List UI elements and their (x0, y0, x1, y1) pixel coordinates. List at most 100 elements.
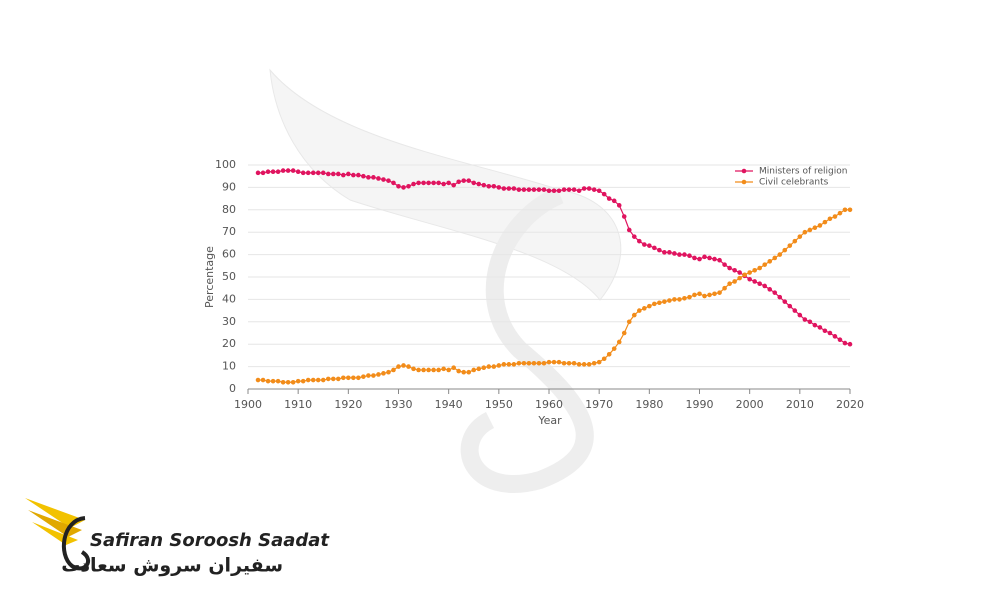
data-point (586, 186, 592, 191)
data-point (421, 180, 426, 186)
y-tick-label: 50 (222, 270, 236, 283)
data-point (516, 360, 522, 366)
x-tick-label: 1950 (485, 398, 513, 411)
data-point (320, 377, 326, 383)
data-point (366, 175, 371, 180)
x-tick-label: 2000 (736, 398, 764, 411)
data-point (576, 188, 582, 194)
data-point (461, 178, 467, 183)
data-point (310, 377, 316, 383)
data-point (336, 376, 341, 382)
data-point (782, 299, 788, 304)
data-point (637, 238, 642, 244)
data-point (511, 186, 517, 191)
data-point (536, 360, 542, 366)
data-point (667, 298, 672, 303)
data-point (817, 325, 823, 330)
data-point (551, 359, 557, 365)
data-point (596, 188, 602, 194)
data-point (822, 219, 828, 225)
data-point (290, 379, 296, 385)
data-point (351, 172, 356, 178)
legend-label: Civil celebrants (759, 178, 829, 188)
data-point (476, 366, 482, 372)
data-point (466, 369, 472, 375)
data-point (591, 360, 597, 366)
data-point (330, 376, 336, 382)
data-point (411, 181, 416, 187)
data-point (712, 291, 717, 297)
data-point (431, 180, 436, 186)
data-point (541, 187, 547, 192)
data-point (275, 169, 281, 175)
data-point (626, 319, 632, 325)
data-point (637, 308, 642, 313)
y-tick-label: 60 (222, 248, 236, 261)
data-point (822, 328, 828, 334)
data-point (606, 196, 612, 201)
data-point (551, 188, 557, 194)
data-point (486, 183, 492, 189)
data-point (772, 290, 778, 295)
data-point (606, 351, 612, 357)
logo: Safiran Soroosh Saadat سفیران سروش سعادت (25, 498, 330, 577)
x-tick-label: 1910 (284, 398, 312, 411)
data-point (295, 378, 301, 384)
data-point (541, 360, 547, 366)
y-tick-label: 10 (222, 360, 236, 373)
y-tick-label: 30 (222, 315, 236, 328)
data-point (652, 245, 657, 251)
data-point (501, 186, 507, 191)
data-point (506, 186, 512, 191)
data-point (521, 360, 527, 366)
data-point (265, 169, 271, 175)
data-point (396, 364, 401, 369)
data-point (682, 252, 687, 257)
data-point (406, 364, 411, 369)
data-point (732, 279, 737, 284)
data-point (727, 265, 732, 271)
data-point (471, 367, 477, 373)
data-point (767, 259, 773, 264)
data-point (300, 170, 306, 176)
data-point (491, 364, 497, 369)
data-point (416, 367, 421, 373)
data-point (762, 262, 768, 267)
data-point (596, 359, 602, 365)
data-point (722, 285, 727, 291)
data-point (496, 363, 502, 368)
data-point (361, 173, 366, 179)
data-point (692, 255, 697, 261)
data-point (346, 375, 351, 381)
data-point (481, 182, 487, 188)
data-point (847, 341, 853, 347)
data-point (536, 187, 542, 192)
x-tick-label: 1970 (585, 398, 613, 411)
data-point (742, 272, 747, 278)
data-point (847, 207, 853, 213)
x-tick-label: 2020 (836, 398, 864, 411)
data-point (366, 373, 371, 378)
data-point (446, 180, 451, 186)
data-point (642, 242, 647, 247)
data-point (511, 362, 517, 367)
data-point (310, 170, 316, 176)
x-tick-label: 1930 (385, 398, 413, 411)
data-point (451, 182, 456, 188)
data-point (280, 379, 286, 385)
data-point (837, 210, 843, 216)
data-point (556, 359, 562, 365)
data-point (320, 170, 326, 176)
data-point (657, 247, 662, 253)
data-point (531, 187, 537, 192)
data-point (526, 360, 532, 366)
data-point (496, 185, 502, 190)
data-point (476, 181, 482, 187)
data-point (391, 180, 396, 186)
data-point (707, 255, 712, 261)
data-point (601, 356, 607, 362)
y-tick-label: 0 (229, 382, 236, 395)
data-point (361, 374, 366, 379)
data-point (812, 322, 818, 328)
legend-marker (741, 168, 747, 174)
